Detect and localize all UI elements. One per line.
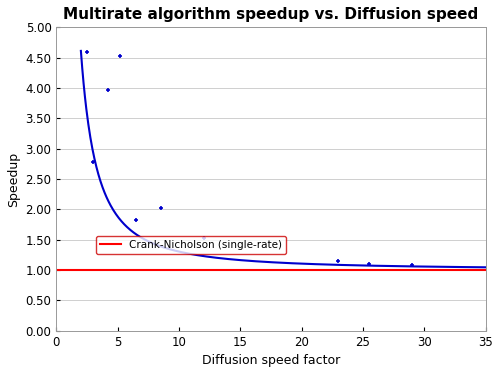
Point — [83, 49, 91, 55]
Point — [132, 217, 140, 223]
Point — [156, 205, 164, 211]
Point — [104, 87, 112, 93]
Point — [365, 261, 373, 267]
Point — [334, 258, 342, 264]
Legend: Crank-Nicholson (single-rate): Crank-Nicholson (single-rate) — [96, 236, 286, 254]
Point — [408, 262, 416, 268]
Point — [200, 235, 207, 241]
Point — [89, 159, 97, 165]
Y-axis label: Speedup: Speedup — [7, 151, 20, 206]
Point — [116, 53, 124, 59]
X-axis label: Diffusion speed factor: Diffusion speed factor — [202, 354, 340, 367]
Title: Multirate algorithm speedup vs. Diffusion speed: Multirate algorithm speedup vs. Diffusio… — [64, 7, 478, 22]
